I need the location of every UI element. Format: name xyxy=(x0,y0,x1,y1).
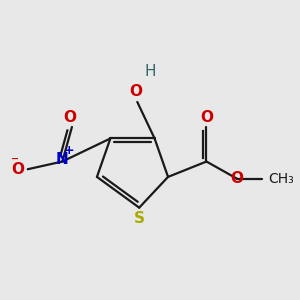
Text: O: O xyxy=(200,110,213,125)
Text: O: O xyxy=(231,171,244,186)
Text: O: O xyxy=(129,84,142,99)
Text: ⁻: ⁻ xyxy=(11,155,20,170)
Text: O: O xyxy=(64,110,76,125)
Text: O: O xyxy=(11,162,24,177)
Text: H: H xyxy=(145,64,157,79)
Text: N: N xyxy=(56,152,69,167)
Text: S: S xyxy=(134,211,145,226)
Text: CH₃: CH₃ xyxy=(268,172,294,186)
Text: +: + xyxy=(64,144,75,157)
